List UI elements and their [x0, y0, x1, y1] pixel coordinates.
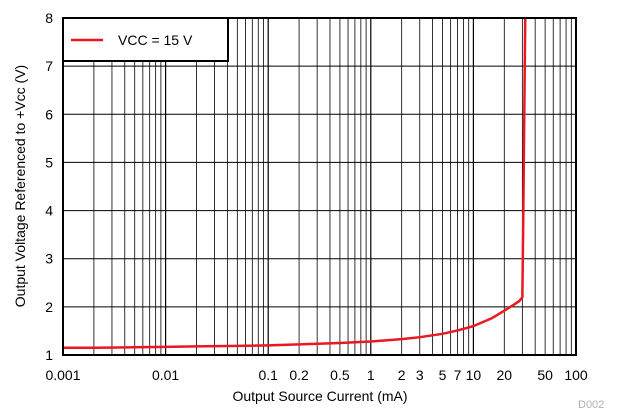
x-tick-label: 2 — [398, 367, 406, 383]
x-tick-label: 5 — [439, 367, 447, 383]
grid — [62, 17, 576, 356]
figure-id: D002 — [578, 399, 604, 409]
y-tick-label: 4 — [45, 203, 53, 219]
plot-frame — [62, 17, 577, 356]
x-tick-label: 0.5 — [330, 367, 350, 383]
x-tick-label: 0.1 — [258, 367, 278, 383]
x-tick-label: 20 — [496, 367, 512, 383]
x-tick-label: 10 — [466, 367, 482, 383]
x-tick-label: 50 — [537, 367, 553, 383]
x-tick-label: 0.01 — [152, 367, 179, 383]
legend-label: VCC = 15 V — [118, 32, 193, 48]
y-tick-label: 2 — [45, 299, 53, 315]
y-tick-label: 7 — [45, 58, 53, 74]
legend: VCC = 15 V — [62, 17, 229, 62]
x-tick-label: 7 — [454, 367, 462, 383]
y-tick-label: 6 — [45, 106, 53, 122]
y-tick-label: 1 — [45, 347, 53, 363]
y-tick-label: 8 — [45, 10, 53, 26]
series-layer — [63, 17, 527, 350]
x-tick-label: 3 — [416, 367, 424, 383]
y-axis-title: Output Voltage Referenced to +Vcc (V) — [12, 65, 28, 307]
series-line — [63, 17, 527, 350]
x-tick-label: 0.001 — [45, 367, 80, 383]
x-tick-label: 1 — [367, 367, 375, 383]
y-tick-label: 3 — [45, 251, 53, 267]
x-axis-title: Output Source Current (mA) — [232, 388, 407, 404]
y-tick-label: 5 — [45, 154, 53, 170]
x-tick-label: 100 — [564, 367, 588, 383]
x-tick-label: 0.2 — [289, 367, 309, 383]
